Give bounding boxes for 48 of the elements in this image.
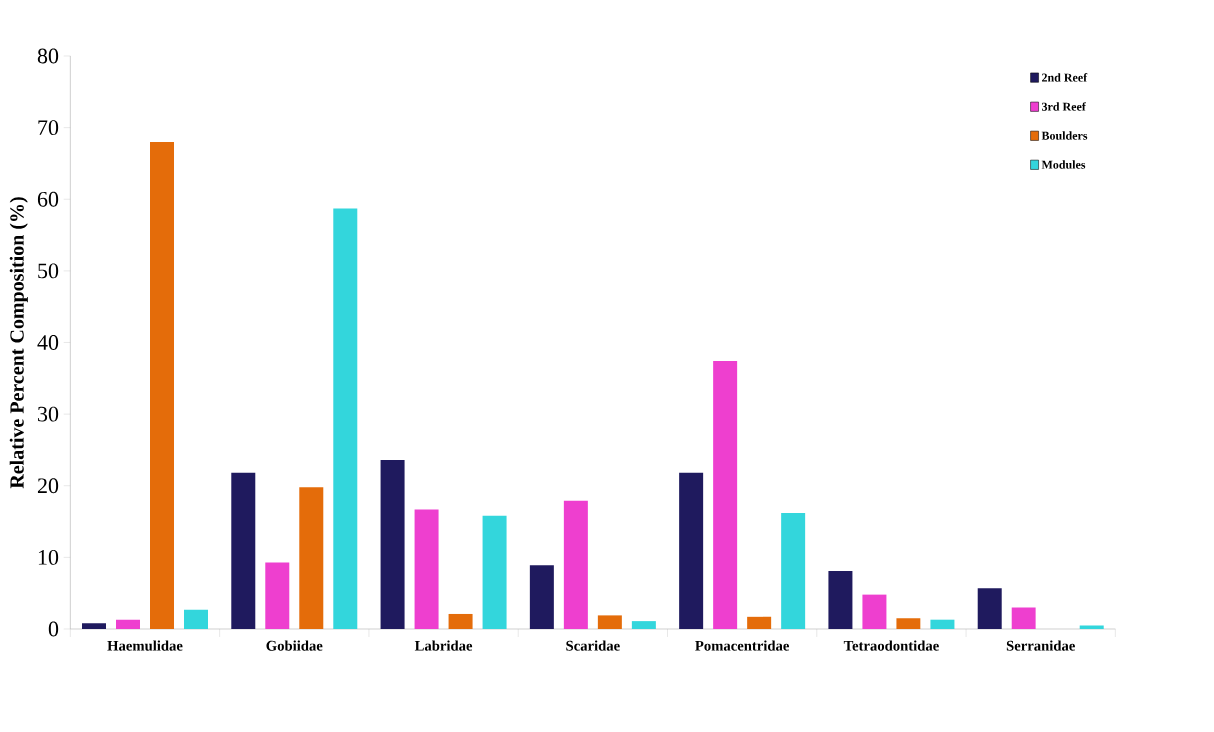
bar bbox=[529, 565, 554, 629]
legend-label: 3rd Reef bbox=[1041, 102, 1086, 111]
bar bbox=[116, 619, 140, 629]
legend-label: 2nd Reef bbox=[1042, 73, 1088, 82]
y-tick-label: 30 bbox=[38, 406, 59, 422]
bar bbox=[930, 619, 955, 629]
x-tick-label: Labridae bbox=[414, 640, 473, 651]
bar bbox=[597, 615, 622, 629]
bar bbox=[231, 472, 256, 629]
y-tick-label: 60 bbox=[37, 191, 59, 207]
y-tick-label: 70 bbox=[38, 120, 59, 136]
bar bbox=[265, 562, 290, 629]
bar bbox=[563, 500, 588, 629]
bar bbox=[333, 208, 358, 629]
x-tick-label: Scaridae bbox=[566, 640, 620, 651]
bar bbox=[1079, 625, 1104, 629]
bar bbox=[828, 570, 853, 629]
y-tick-label: 10 bbox=[38, 549, 59, 565]
bar bbox=[448, 613, 473, 629]
bar bbox=[414, 509, 439, 629]
y-tick-label: 50 bbox=[38, 263, 59, 279]
bar bbox=[482, 515, 507, 629]
x-tick-label: Haemulidae bbox=[107, 640, 183, 651]
bar bbox=[679, 472, 704, 629]
bar bbox=[150, 141, 174, 629]
bar bbox=[299, 487, 324, 629]
legend-label: Boulders bbox=[1041, 131, 1088, 140]
y-tick-label: 40 bbox=[37, 335, 59, 350]
y-tick-label: 20 bbox=[37, 478, 59, 494]
bar bbox=[184, 609, 208, 629]
bar bbox=[977, 588, 1002, 629]
x-tick-label: Tetraodontidae bbox=[843, 640, 939, 651]
bar bbox=[631, 621, 656, 629]
bar bbox=[82, 623, 106, 629]
bar bbox=[747, 616, 772, 629]
y-tick-label: 0 bbox=[48, 621, 59, 637]
bar bbox=[1011, 607, 1036, 629]
bar bbox=[781, 512, 806, 629]
bar bbox=[896, 618, 921, 629]
y-axis-title: Relative Percent Composition (%) bbox=[9, 197, 28, 489]
x-tick-label: Gobiidae bbox=[266, 640, 323, 651]
x-tick-label: Serranidae bbox=[1006, 640, 1075, 651]
y-tick-label: 80 bbox=[37, 48, 59, 64]
legend-label: Modules bbox=[1041, 160, 1086, 169]
bar bbox=[713, 361, 738, 629]
x-tick-label: Pomacentridae bbox=[695, 640, 790, 651]
bar bbox=[862, 594, 887, 629]
bar bbox=[380, 459, 405, 629]
